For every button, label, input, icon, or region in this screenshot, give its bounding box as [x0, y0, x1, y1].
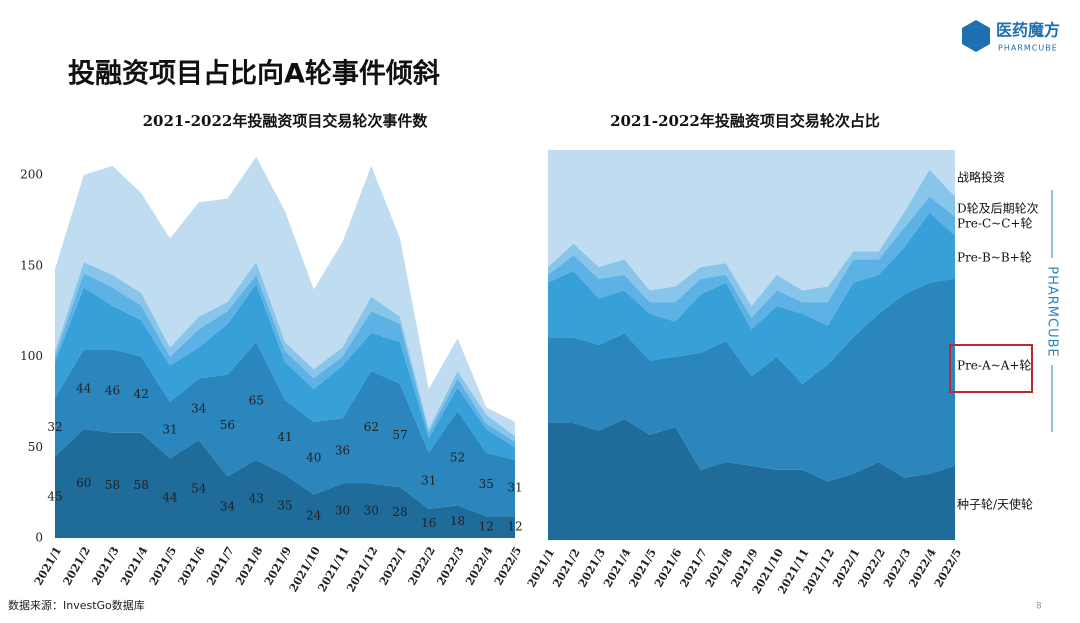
y-tick-label: 100 [20, 349, 43, 363]
legend-label: D轮及后期轮次 [957, 202, 1039, 216]
legend-label: Pre-A~A+轮 [957, 359, 1031, 373]
data-label: 16 [421, 516, 436, 530]
page-number: 8 [1036, 602, 1042, 612]
data-label: 44 [76, 382, 92, 396]
source-note: 数据来源：InvestGo数据库 [8, 598, 145, 612]
data-label: 31 [421, 473, 436, 487]
area [55, 341, 515, 517]
side-brand: PHARMCUBE [1045, 266, 1060, 357]
y-tick-label: 150 [20, 258, 43, 272]
area [548, 212, 955, 384]
chart-title: 2021-2022年投融资项目交易轮次占比 [610, 112, 880, 130]
data-label: 34 [191, 402, 207, 416]
data-label: 45 [47, 490, 62, 504]
logo-subtext: PHARMCUBE [998, 44, 1058, 53]
data-label: 54 [191, 481, 207, 495]
area [55, 262, 515, 442]
area [548, 278, 955, 482]
data-label: 40 [306, 451, 321, 465]
data-label: 12 [479, 520, 494, 534]
data-label: 57 [392, 428, 407, 442]
data-label: 58 [105, 478, 120, 492]
data-label: 58 [134, 478, 149, 492]
logo-text: 医药魔方 [996, 21, 1060, 40]
area [55, 429, 515, 538]
data-label: 28 [392, 505, 407, 519]
legend-label: Pre-B~B+轮 [957, 251, 1032, 265]
area [55, 283, 515, 460]
data-label: 30 [364, 503, 379, 517]
y-tick-label: 0 [35, 531, 43, 545]
area [548, 419, 955, 540]
legend-label: 战略投资 [957, 170, 1005, 185]
data-label: 34 [220, 500, 236, 514]
data-label: 43 [249, 491, 264, 505]
y-tick-label: 200 [20, 168, 43, 182]
chart-title: 2021-2022年投融资项目交易轮次事件数 [143, 112, 429, 130]
data-label: 46 [105, 383, 120, 397]
highlight-box [949, 344, 1033, 393]
area [55, 156, 515, 437]
area [548, 150, 955, 306]
legend-label: 种子轮/天使轮 [957, 497, 1033, 512]
data-label: 36 [335, 443, 350, 457]
data-label: 41 [277, 430, 292, 444]
logo: 医药魔方 PHARMCUBE [962, 20, 1060, 53]
data-label: 35 [479, 477, 494, 491]
data-label: 30 [335, 503, 350, 517]
legend-label: Pre-C~C+轮 [957, 217, 1032, 231]
data-label: 60 [76, 476, 91, 490]
data-label: 65 [249, 393, 264, 407]
data-label: 24 [306, 509, 322, 523]
area [548, 196, 955, 330]
data-label: 12 [507, 520, 522, 534]
data-label: 56 [220, 418, 235, 432]
data-label: 18 [450, 514, 465, 528]
data-label: 31 [162, 423, 177, 437]
data-label: 44 [162, 491, 178, 505]
slide-title: 投融资项目占比向A轮事件倾斜 [68, 58, 440, 90]
data-label: 42 [134, 387, 149, 401]
data-label: 52 [450, 451, 465, 465]
data-label: 62 [364, 420, 379, 434]
data-label: 35 [277, 499, 292, 513]
data-label: 32 [47, 420, 62, 434]
area [55, 273, 515, 448]
y-tick-label: 50 [28, 440, 43, 454]
logo-icon [962, 20, 990, 52]
data-label: 31 [507, 481, 522, 495]
